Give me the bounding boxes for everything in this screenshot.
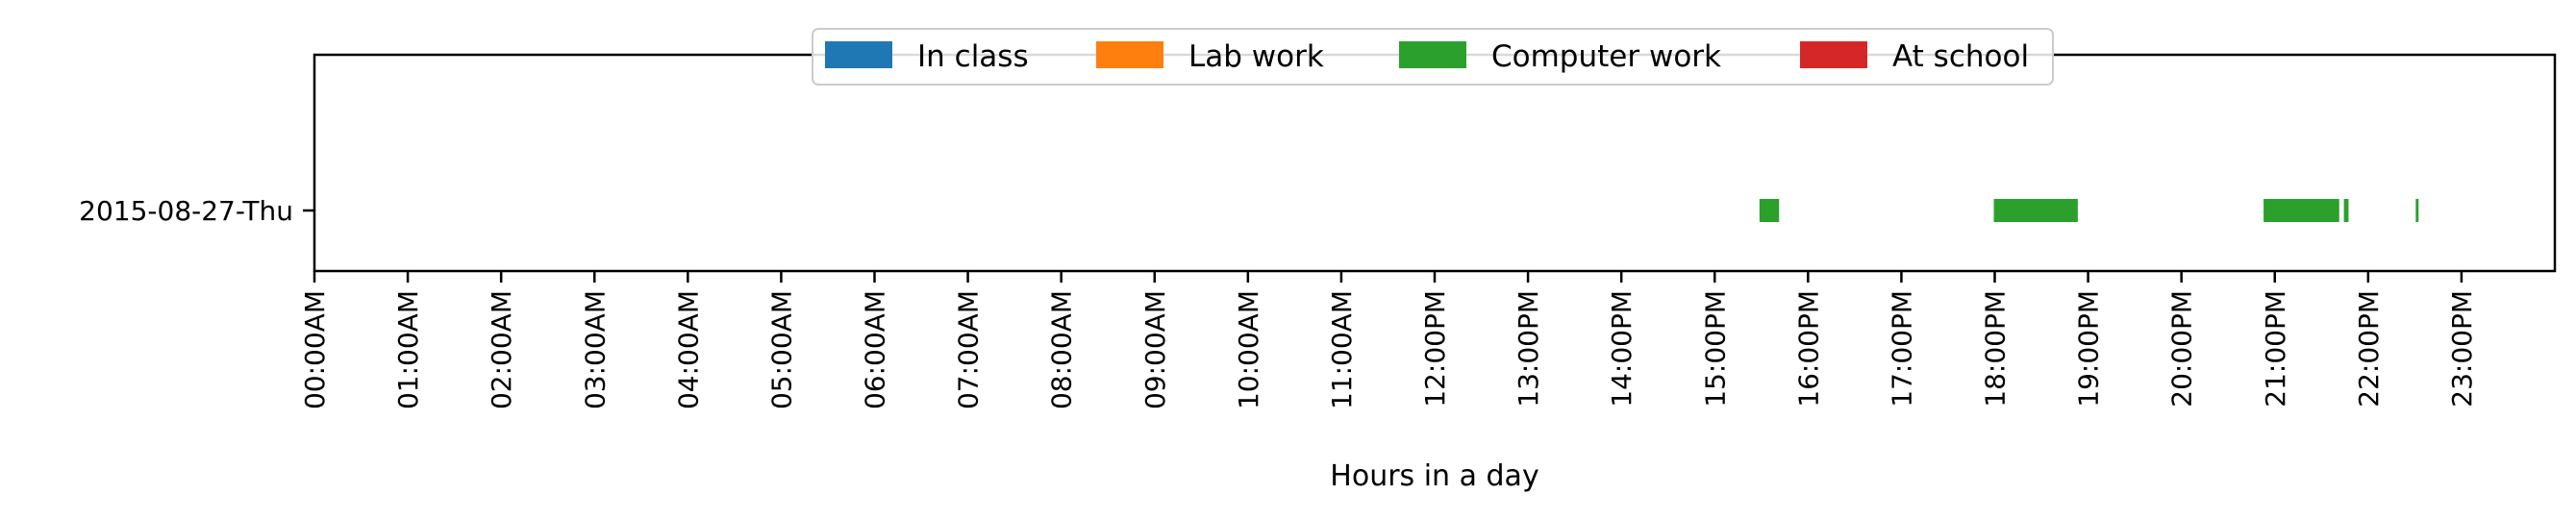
x-tick-label: 02:00AM [486,290,517,409]
x-tick-label: 18:00PM [1980,290,2012,408]
legend: In class Lab work Computer work At school [812,28,2054,86]
x-tick-label: 20:00PM [2166,290,2198,408]
activity-bar [1759,199,1780,222]
x-tick-label: 00:00AM [299,290,331,409]
x-tick-label: 22:00PM [2353,290,2385,408]
legend-label: In class [917,39,1029,74]
x-tick-label: 04:00AM [672,290,704,409]
activity-bar [2415,199,2419,222]
x-tick-label: 01:00AM [392,290,424,409]
x-axis-ticks: 00:00AM 01:00AM 02:00AM 03:00AM 04:00AM 05:00… [299,271,2478,409]
x-axis-label: Hours in a day [1330,459,1538,493]
x-tick-label: 11:00AM [1326,290,1358,409]
x-tick-label: 10:00AM [1233,290,1264,409]
activity-bar [2263,199,2339,222]
x-tick-label: 05:00AM [765,290,797,409]
legend-label: Computer work [1491,39,1721,74]
x-tick-label: 14:00PM [1606,290,1638,408]
activity-bar [1993,199,2078,222]
x-tick-label: 21:00PM [2260,290,2291,408]
legend-label: Lab work [1188,39,1324,74]
legend-label: At school [1892,39,2029,74]
x-tick-label: 16:00PM [1792,290,1824,408]
x-tick-label: 19:00PM [2073,290,2105,408]
y-tick-label: 2015-08-27-Thu [79,195,293,227]
x-tick-label: 23:00PM [2446,290,2478,408]
x-tick-label: 17:00PM [1886,290,1917,408]
x-tick-label: 13:00PM [1513,290,1544,408]
activity-bars [1759,199,2419,222]
x-tick-label: 03:00AM [579,290,611,409]
x-tick-label: 09:00AM [1139,290,1171,409]
x-tick-label: 06:00AM [860,290,891,409]
x-tick-label: 07:00AM [953,290,985,409]
x-tick-label: 08:00AM [1046,290,1078,409]
x-tick-label: 12:00PM [1419,290,1451,408]
legend-swatch [1096,41,1163,68]
y-axis-ticks: 2015-08-27-Thu [79,195,314,227]
activity-bar [2343,199,2349,222]
x-tick-label: 15:00PM [1699,290,1731,408]
plot-frame [313,53,2557,273]
legend-swatch [825,41,892,68]
legend-swatch [1800,41,1867,68]
legend-swatch [1399,41,1466,68]
